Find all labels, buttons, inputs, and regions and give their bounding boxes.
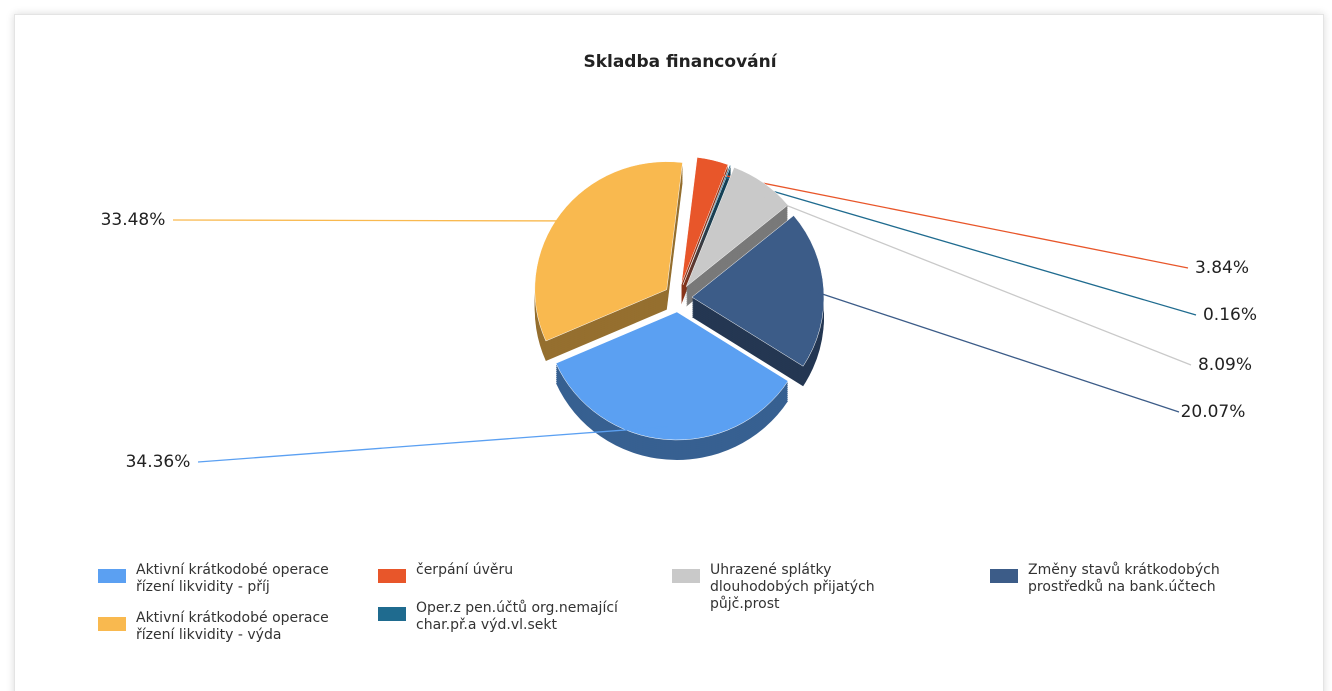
- legend-item: Aktivní krátkodobé operace řízení likvid…: [98, 610, 338, 644]
- legend-label: Oper.z pen.účtů org.nemající char.př.a v…: [416, 600, 618, 633]
- data-label: 8.09%: [1198, 355, 1252, 375]
- legend-label: Změny stavů krátkodobých prostředků na b…: [1028, 562, 1220, 595]
- data-label: 34.36%: [126, 452, 191, 472]
- data-label: 33.48%: [101, 210, 166, 230]
- leader-line: [755, 192, 1192, 366]
- legend-swatch: [98, 617, 126, 631]
- legend-label: čerpání úvěru: [416, 562, 514, 578]
- legend-label: Aktivní krátkodobé operace řízení likvid…: [136, 562, 329, 595]
- legend-item: Změny stavů krátkodobých prostředků na b…: [990, 562, 1230, 596]
- slice-side: [683, 171, 731, 291]
- leader-line: [197, 426, 668, 463]
- slice-side: [683, 169, 731, 289]
- slice: [691, 215, 825, 367]
- legend-item: Oper.z pen.účtů org.nemající char.př.a v…: [378, 600, 618, 634]
- chart-title: Skladba financování: [583, 52, 777, 72]
- leader-line: [709, 171, 1189, 269]
- leader-line: [810, 289, 1180, 413]
- slice-side: [683, 167, 731, 287]
- slice: [534, 161, 683, 342]
- legend-item: Aktivní krátkodobé operace řízení likvid…: [98, 562, 338, 596]
- data-label: 3.84%: [1195, 258, 1249, 278]
- slice: [555, 311, 789, 441]
- legend-swatch: [378, 569, 406, 583]
- slice: [681, 157, 729, 285]
- data-label: 0.16%: [1203, 305, 1257, 325]
- legend-swatch: [378, 607, 406, 621]
- legend-item: čerpání úvěru: [378, 562, 618, 583]
- slice-side: [683, 173, 731, 293]
- legend-swatch: [98, 569, 126, 583]
- legend-swatch: [990, 569, 1018, 583]
- legend-item: Uhrazené splátky dlouhodobých přijatých …: [672, 562, 912, 613]
- leader-line: [172, 219, 572, 222]
- legend-label: Aktivní krátkodobé operace řízení likvid…: [136, 610, 329, 643]
- data-label: 20.07%: [1181, 402, 1246, 422]
- chart-frame: [14, 14, 1324, 691]
- legend-swatch: [672, 569, 700, 583]
- slice: [685, 167, 789, 288]
- leader-line: [725, 176, 1197, 316]
- slice: [682, 164, 732, 286]
- legend-label: Uhrazené splátky dlouhodobých přijatých …: [710, 562, 875, 612]
